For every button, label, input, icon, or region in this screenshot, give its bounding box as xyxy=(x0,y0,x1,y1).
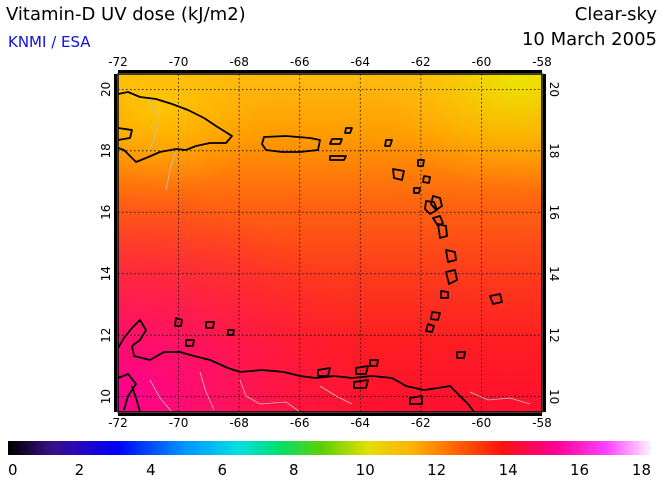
colorbar-tick-label: 16 xyxy=(570,461,589,479)
lon-tick-label-top: -70 xyxy=(169,55,189,69)
colorbar xyxy=(8,441,651,455)
graticule xyxy=(118,74,542,412)
lat-tick-label-right: 14 xyxy=(547,266,561,281)
lon-tick-label-top: -58 xyxy=(532,55,552,69)
colorbar-tick-label: 8 xyxy=(289,461,299,479)
lon-tick-label-bottom: -62 xyxy=(411,416,431,430)
frame-ticks xyxy=(114,70,546,416)
colorbar-tick-label: 4 xyxy=(146,461,156,479)
lon-tick-label-bottom: -68 xyxy=(229,416,249,430)
lon-tick-label-bottom: -64 xyxy=(350,416,370,430)
puerto-rico-outline xyxy=(261,135,321,153)
lon-tick-label-top: -72 xyxy=(108,55,128,69)
credit-label: KNMI / ESA xyxy=(8,33,91,51)
lat-tick-label-right: 18 xyxy=(547,143,561,158)
lon-tick-label-top: -68 xyxy=(229,55,249,69)
guadeloupe-outline xyxy=(430,195,443,211)
colorbar-tick-label: 14 xyxy=(499,461,518,479)
lat-tick-label-left: 12 xyxy=(99,328,113,343)
lat-tick-label-right: 10 xyxy=(547,389,561,404)
lon-tick-label-top: -66 xyxy=(290,55,310,69)
hispaniola-outline xyxy=(118,91,233,163)
south-america-coast xyxy=(118,319,475,412)
colorbar-tick-label: 18 xyxy=(632,461,651,479)
colorbar-tick-label: 0 xyxy=(8,461,18,479)
lat-ticks-left: 10 12 14 16 18 20 xyxy=(99,82,113,405)
lat-tick-label-left: 10 xyxy=(99,389,113,404)
colorbar-ticks: 0 2 4 6 8 10 12 14 16 18 xyxy=(8,461,651,479)
map-title: Vitamin-D UV dose (kJ/m2) xyxy=(6,4,246,25)
lat-tick-label-left: 16 xyxy=(99,205,113,220)
colorbar-tick-label: 2 xyxy=(75,461,85,479)
lon-tick-label-bottom: -60 xyxy=(472,416,492,430)
lon-tick-label-bottom: -58 xyxy=(532,416,552,430)
lat-tick-label-right: 12 xyxy=(547,328,561,343)
map-frame xyxy=(117,73,543,413)
lon-tick-label-bottom: -66 xyxy=(290,416,310,430)
lat-ticks-right: 10 12 14 16 18 20 xyxy=(547,82,561,405)
lat-tick-label-left: 20 xyxy=(99,82,113,97)
lon-tick-label-bottom: -70 xyxy=(169,416,189,430)
lon-tick-label-bottom: -72 xyxy=(108,416,128,430)
lon-tick-label-top: -64 xyxy=(350,55,370,69)
borders xyxy=(147,99,531,412)
lon-ticks-top: -72 -70 -68 -66 -64 -62 -60 -58 xyxy=(108,55,552,69)
colorbar-tick-label: 12 xyxy=(427,461,446,479)
colorbar-tick-label: 10 xyxy=(356,461,375,479)
lat-tick-label-right: 16 xyxy=(547,205,561,220)
sky-condition-label: Clear-sky xyxy=(574,4,657,25)
coastlines xyxy=(118,91,503,412)
lon-tick-label-top: -60 xyxy=(472,55,492,69)
lat-tick-label-right: 20 xyxy=(547,82,561,97)
dose-field xyxy=(118,74,542,412)
date-label: 10 March 2005 xyxy=(521,29,657,50)
lat-tick-label-left: 14 xyxy=(99,266,113,281)
lat-tick-label-left: 18 xyxy=(99,143,113,158)
lon-ticks-bottom: -72 -70 -68 -66 -64 -62 -60 -58 xyxy=(108,416,552,430)
martinique-outline xyxy=(445,249,457,263)
colorbar-tick-label: 6 xyxy=(218,461,228,479)
lon-tick-label-top: -62 xyxy=(411,55,431,69)
